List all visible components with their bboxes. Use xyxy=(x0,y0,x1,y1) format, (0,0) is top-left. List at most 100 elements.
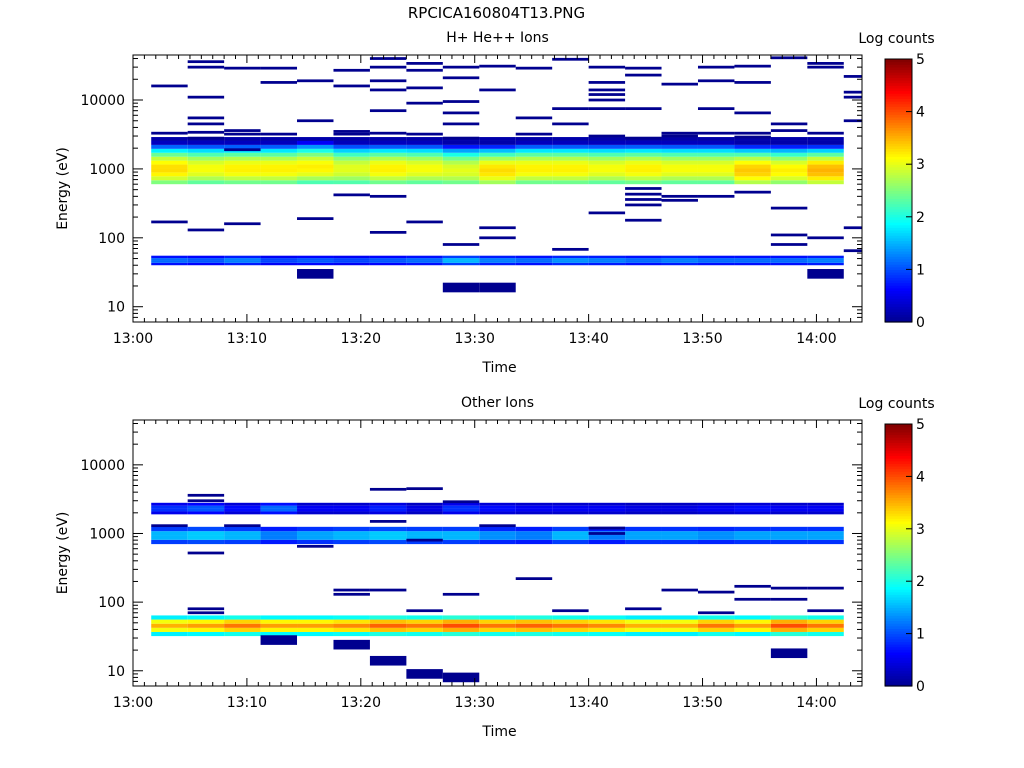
heatmap-sparse-cell xyxy=(187,607,225,611)
heatmap-sparse-cell xyxy=(333,130,370,133)
heatmap-cell xyxy=(297,255,334,259)
colorbar-cell xyxy=(885,489,912,493)
colorbar-cell xyxy=(885,641,912,645)
heatmap-cell xyxy=(333,619,370,624)
colorbar-cell xyxy=(885,476,912,480)
heatmap-cell xyxy=(406,511,443,515)
heatmap-cell xyxy=(770,172,808,177)
heatmap-cell xyxy=(552,502,589,506)
x-tick-label: 13:20 xyxy=(341,331,381,347)
heatmap-sparse-cell xyxy=(843,119,862,123)
heatmap-cell xyxy=(297,262,334,266)
heatmap-cell xyxy=(333,137,370,141)
heatmap-sparse-cell xyxy=(625,66,662,70)
colorbar-cell xyxy=(885,573,912,577)
colorbar-cell xyxy=(885,316,912,320)
heatmap-cell xyxy=(734,140,771,145)
heatmap-cell xyxy=(297,168,334,173)
heatmap-cell xyxy=(697,627,735,632)
colorbar-cell xyxy=(885,560,912,564)
heatmap-cell xyxy=(297,615,334,620)
heatmap-sparse-cell xyxy=(807,586,844,590)
colorbar-cell xyxy=(885,541,912,546)
heatmap-cell xyxy=(515,531,553,536)
colorbar-cell xyxy=(885,272,912,276)
heatmap-cell xyxy=(442,258,480,261)
x-tick-label: 13:20 xyxy=(341,695,381,711)
heatmap-sparse-cell xyxy=(734,64,771,68)
heatmap-cell xyxy=(224,526,261,532)
heatmap-cell xyxy=(515,152,553,157)
heatmap-cell xyxy=(369,140,407,145)
heatmap-cell xyxy=(224,619,261,624)
colorbar-cell xyxy=(885,575,912,580)
colorbar-tick-label: 2 xyxy=(916,574,925,590)
colorbar-cell xyxy=(885,101,912,105)
heatmap-cell xyxy=(807,531,844,536)
heatmap-cell xyxy=(224,258,261,261)
heatmap-cell xyxy=(151,156,188,161)
heatmap-cell xyxy=(369,631,407,637)
heatmap-cell xyxy=(661,631,698,637)
heatmap-cell xyxy=(770,168,808,173)
heatmap-sparse-cell xyxy=(406,538,443,542)
heatmap-cell xyxy=(734,137,771,141)
heatmap-cell xyxy=(734,511,771,515)
heatmap-cell xyxy=(369,619,407,624)
colorbar-cell xyxy=(885,300,912,305)
colorbar-cell xyxy=(885,285,912,289)
heatmap-cell xyxy=(297,176,334,181)
heatmap-cell xyxy=(625,262,662,266)
heatmap-cell xyxy=(406,508,443,512)
heatmap-cell xyxy=(333,152,370,157)
heatmap-sparse-cell xyxy=(333,84,370,88)
heatmap-sparse-cell xyxy=(297,269,334,279)
heatmap-sparse-cell xyxy=(406,68,443,72)
heatmap-cell xyxy=(661,164,698,169)
heatmap-cell xyxy=(406,164,443,169)
heatmap-sparse-cell xyxy=(187,95,225,99)
heatmap-cell xyxy=(151,255,188,259)
colorbar-cell xyxy=(885,61,912,65)
heatmap-cell xyxy=(588,255,626,259)
heatmap-sparse-cell xyxy=(333,132,370,136)
colorbar-cell xyxy=(885,672,912,677)
heatmap-cell xyxy=(661,619,698,624)
colorbar-cell xyxy=(885,602,912,606)
colorbar-cell xyxy=(885,182,912,186)
heatmap-cell xyxy=(260,531,298,536)
heatmap-cell xyxy=(661,144,698,149)
heatmap-cell xyxy=(552,140,589,145)
colorbar-cell xyxy=(885,132,912,136)
heatmap-sparse-cell xyxy=(515,66,553,70)
heatmap-cell xyxy=(369,505,407,509)
heatmap-cell xyxy=(588,137,626,141)
heatmap-sparse-cell xyxy=(406,101,443,105)
heatmap-cell xyxy=(442,615,480,620)
colorbar-cell xyxy=(885,203,912,207)
colorbar-cell xyxy=(885,630,912,635)
heatmap-cell xyxy=(442,262,480,266)
x-tick-label: 13:40 xyxy=(568,331,608,347)
colorbar-tick-label: 1 xyxy=(916,262,925,278)
heatmap-cell xyxy=(260,511,298,515)
heatmap-cell xyxy=(442,627,480,632)
heatmap-cell xyxy=(406,502,443,506)
heatmap-sparse-cell xyxy=(151,220,188,224)
heatmap-cell xyxy=(224,627,261,632)
heatmap-cell xyxy=(406,137,443,141)
heatmap-cell xyxy=(224,156,261,161)
heatmap-cell xyxy=(661,539,698,545)
heatmap-cell xyxy=(479,627,516,632)
heatmap-sparse-cell xyxy=(406,62,443,65)
heatmap-sparse-cell xyxy=(224,524,261,528)
colorbar-cell xyxy=(885,172,912,176)
colorbar-cell xyxy=(885,135,912,139)
heatmap-cell xyxy=(515,260,553,263)
heatmap-sparse-cell xyxy=(697,194,735,198)
heatmap-sparse-cell xyxy=(406,132,443,136)
colorbar-cell xyxy=(885,179,912,184)
heatmap-cell xyxy=(479,535,516,540)
heatmap-cell xyxy=(515,148,553,153)
heatmap-cell xyxy=(588,623,626,628)
